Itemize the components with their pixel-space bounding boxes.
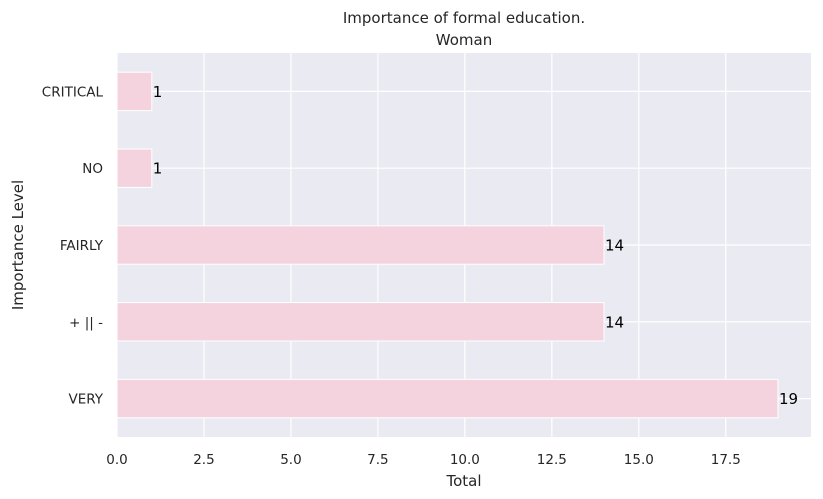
x-tick-label: 0.0 xyxy=(106,452,127,468)
bar xyxy=(116,225,605,265)
x-tick-label: 12.5 xyxy=(537,452,567,468)
bar xyxy=(116,302,605,342)
data-label: 14 xyxy=(605,313,624,331)
y-tick-label: NO xyxy=(82,161,103,177)
bars xyxy=(116,71,779,419)
y-tick-label: + || - xyxy=(69,315,103,331)
chart-subtitle: Woman xyxy=(436,31,492,49)
y-tick-label: FAIRLY xyxy=(60,238,104,254)
y-tick-label: VERY xyxy=(68,392,103,408)
bar xyxy=(116,71,153,112)
data-label: 19 xyxy=(779,390,798,408)
x-axis-label: Total xyxy=(445,472,481,490)
x-tick-label: 7.5 xyxy=(367,452,388,468)
data-labels: 1 1 14 14 19 xyxy=(153,83,798,408)
x-tick-label: 2.5 xyxy=(193,452,214,468)
data-label: 14 xyxy=(605,237,624,255)
y-tick-labels: CRITICAL NO FAIRLY + || - VERY xyxy=(42,84,104,407)
y-tick-label: CRITICAL xyxy=(42,84,104,100)
x-tick-label: 10.0 xyxy=(450,452,480,468)
x-tick-labels: 0.0 2.5 5.0 7.5 10.0 12.5 15.0 17.5 xyxy=(106,452,741,468)
data-label: 1 xyxy=(153,83,163,101)
data-label: 1 xyxy=(153,160,163,178)
bar xyxy=(116,148,153,188)
x-tick-label: 15.0 xyxy=(624,452,654,468)
y-axis-label: Importance Level xyxy=(9,180,27,310)
x-tick-label: 17.5 xyxy=(711,452,741,468)
bar xyxy=(116,378,779,419)
chart-title: Importance of formal education. xyxy=(343,9,585,27)
x-tick-label: 5.0 xyxy=(280,452,301,468)
